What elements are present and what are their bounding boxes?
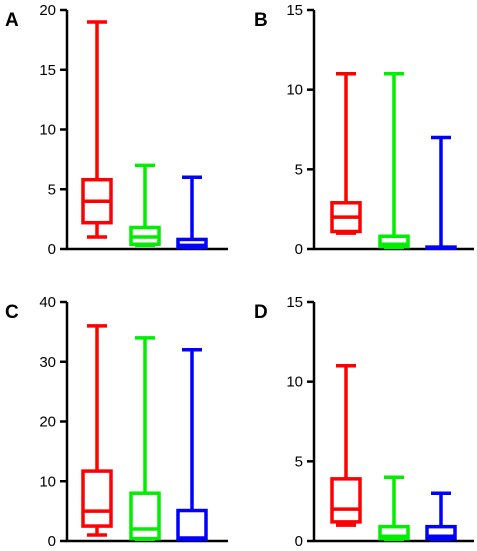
y-tick-label: 40 — [39, 294, 56, 311]
iqr-box — [81, 469, 113, 528]
box-group-2 — [378, 71, 410, 250]
panel-b: B 0 5 10 15 — [254, 2, 474, 258]
y-tick-label: 10 — [39, 473, 56, 490]
box-group-3 — [176, 175, 208, 250]
box-group-3 — [425, 135, 457, 250]
panel-label: B — [254, 10, 268, 31]
y-tick-label: 10 — [39, 122, 56, 139]
y-tick-label: 15 — [39, 62, 56, 79]
y-tick-label: 0 — [295, 241, 303, 258]
iqr-box — [176, 237, 208, 249]
box-group-1 — [81, 20, 113, 239]
box-group-2 — [378, 475, 410, 542]
y-tick-label: 15 — [286, 294, 303, 311]
iqr-box — [378, 234, 410, 249]
y-tick-label: 0 — [48, 533, 56, 550]
y-tick-label: 20 — [39, 2, 56, 19]
iqr-box — [425, 524, 457, 541]
box-group-1 — [330, 363, 362, 527]
iqr-box — [378, 524, 410, 541]
box-group-1 — [330, 71, 362, 235]
y-tick-label: 0 — [295, 533, 303, 550]
box-group-1 — [81, 324, 113, 537]
panel-c: C 0 10 20 30 40 — [5, 294, 228, 550]
y-tick-label: 5 — [48, 181, 56, 198]
panel-a: A 0 5 10 15 20 — [5, 2, 228, 258]
iqr-box — [176, 508, 208, 541]
box-group-2 — [129, 163, 161, 248]
panel-label: D — [254, 302, 268, 323]
y-tick-label: 0 — [48, 241, 56, 258]
y-tick-label: 30 — [39, 354, 56, 371]
y-tick-label: 20 — [39, 414, 56, 431]
y-tick-label: 10 — [286, 82, 303, 99]
y-tick-label: 5 — [295, 453, 303, 470]
iqr-box — [129, 491, 161, 541]
iqr-box — [330, 477, 362, 524]
panel-d: D 0 5 10 15 — [254, 294, 474, 550]
panel-label: A — [5, 10, 19, 31]
box-group-3 — [425, 491, 457, 542]
box-group-3 — [176, 348, 208, 542]
y-tick-label: 15 — [286, 2, 303, 19]
y-tick-label: 10 — [286, 374, 303, 391]
panel-label: C — [5, 302, 19, 323]
box-group-2 — [129, 336, 161, 541]
y-tick-label: 5 — [295, 161, 303, 178]
